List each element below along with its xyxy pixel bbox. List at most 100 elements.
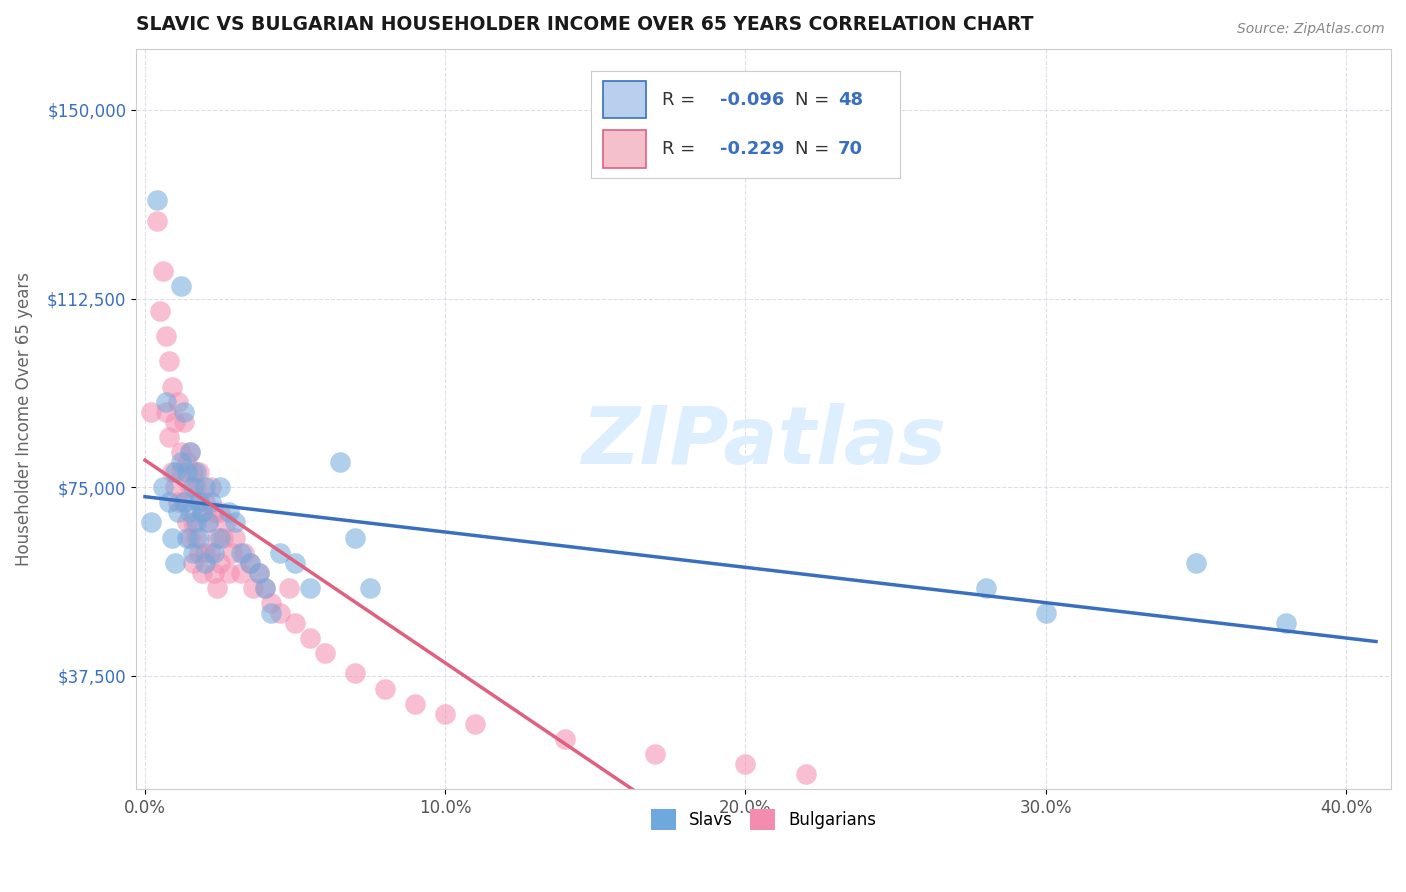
Point [167,495,190,509]
Point [139,516,162,530]
Point [218,505,240,519]
Point [163,556,186,570]
Text: N =: N = [794,140,835,158]
Point [209,531,232,545]
Point [209,480,232,494]
Text: R =: R = [662,140,700,158]
Point [1185,556,1208,570]
Point [239,556,262,570]
Point [179,505,201,519]
Point [173,495,195,509]
Point [202,546,225,560]
Point [284,556,307,570]
Point [359,581,381,595]
Point [554,731,576,746]
Point [254,581,277,595]
Point [269,606,291,620]
Point [209,505,232,519]
Text: N =: N = [794,91,835,109]
FancyBboxPatch shape [603,130,647,168]
Point [181,516,204,530]
Point [167,505,190,519]
Point [233,546,256,560]
Point [176,465,198,479]
Point [260,606,283,620]
Point [179,531,201,545]
Point [200,546,222,560]
Point [152,480,174,494]
Point [188,495,211,509]
Legend: Slavs, Bulgarians: Slavs, Bulgarians [644,803,883,837]
Point [163,465,186,479]
Point [184,465,207,479]
Point [194,480,217,494]
Point [176,516,198,530]
Point [215,516,238,530]
Point [205,581,228,595]
Point [163,480,186,494]
Point [149,304,172,318]
Point [299,581,322,595]
Point [202,566,225,580]
Point [173,415,195,429]
Point [146,213,169,227]
Point [188,465,211,479]
Point [160,531,183,545]
Point [239,556,262,570]
Text: R =: R = [662,91,700,109]
Point [157,430,180,444]
Point [155,329,177,343]
Text: SLAVIC VS BULGARIAN HOUSEHOLDER INCOME OVER 65 YEARS CORRELATION CHART: SLAVIC VS BULGARIAN HOUSEHOLDER INCOME O… [136,15,1033,34]
Point [734,757,756,772]
Point [314,646,336,660]
Point [191,566,214,580]
Point [155,394,177,409]
Point [173,405,195,419]
Point [170,465,193,479]
Point [181,546,204,560]
Point [224,516,246,530]
Point [205,531,228,545]
Point [191,505,214,519]
Point [188,531,211,545]
Point [181,480,204,494]
Point [152,264,174,278]
Point [247,566,270,580]
Point [139,405,162,419]
Point [344,531,367,545]
Point [404,697,426,711]
Point [184,480,207,494]
Point [329,455,352,469]
Point [179,480,201,494]
Point [1275,616,1298,631]
Point [254,581,277,595]
Point [194,546,217,560]
Text: 48: 48 [838,91,863,109]
Point [221,546,243,560]
Point [170,455,193,469]
Point [176,455,198,469]
Point [229,546,252,560]
Point [160,465,183,479]
Point [1035,606,1057,620]
Point [188,495,211,509]
Point [269,546,291,560]
Point [200,480,222,494]
Point [260,596,283,610]
Point [188,546,211,560]
Point [284,616,307,631]
Point [191,505,214,519]
Point [155,405,177,419]
Point [160,379,183,393]
Point [179,445,201,459]
Point [644,747,666,761]
Point [197,516,219,530]
Point [146,194,169,208]
Point [194,556,217,570]
Point [181,556,204,570]
Point [299,632,322,646]
Point [181,465,204,479]
Text: Source: ZipAtlas.com: Source: ZipAtlas.com [1237,22,1385,37]
Text: -0.229: -0.229 [720,140,785,158]
Point [176,531,198,545]
